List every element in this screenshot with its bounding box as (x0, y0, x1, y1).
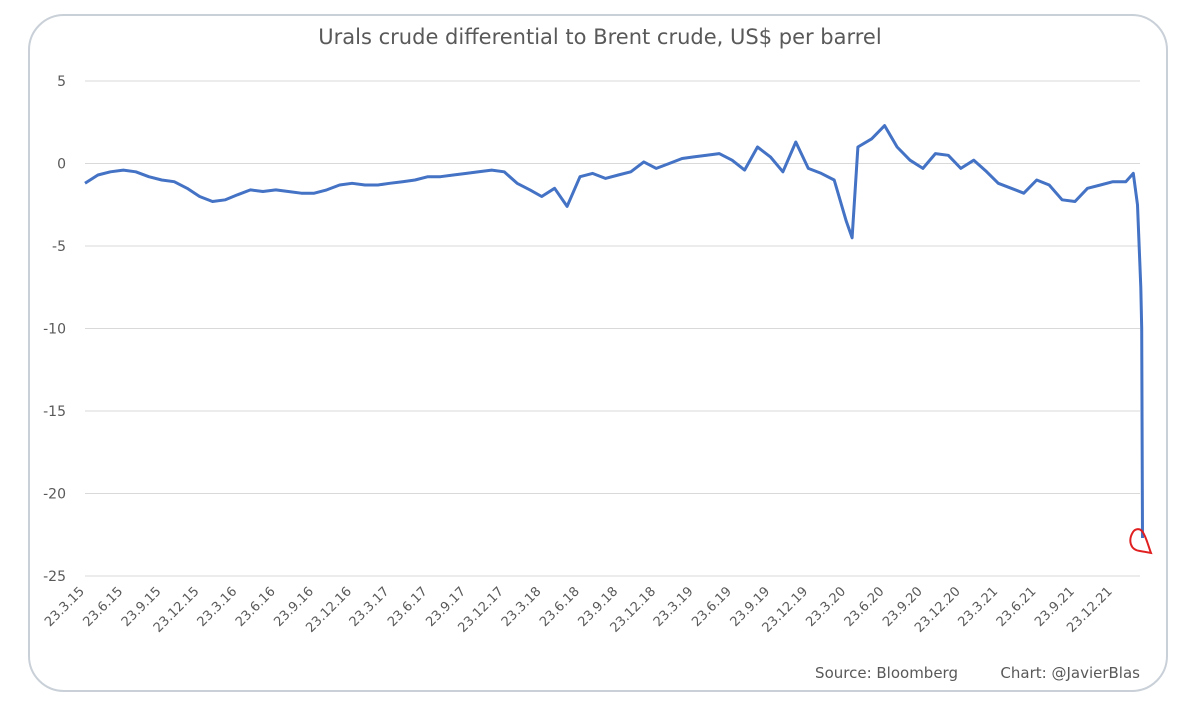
x-tick-label: 23.6.17 (385, 584, 431, 630)
y-tick-label: -5 (52, 239, 66, 255)
credit-note: Chart: @JavierBlas (1000, 664, 1140, 682)
x-tick-label: 23.3.18 (499, 584, 545, 630)
x-tick-label: 23.3.15 (42, 584, 88, 630)
x-tick-label: 23.3.20 (803, 584, 849, 630)
y-tick-label: -15 (43, 404, 66, 420)
x-tick-label: 23.3.17 (347, 584, 393, 630)
x-tick-label: 23.3.19 (651, 584, 697, 630)
y-tick-label: -25 (43, 569, 66, 585)
x-tick-label: 23.6.21 (994, 584, 1040, 630)
y-tick-label: 0 (57, 157, 66, 173)
source-note: Source: Bloomberg (815, 664, 958, 682)
x-tick-label: 23.3.16 (195, 584, 241, 630)
data-line (84, 124, 1144, 539)
x-tick-label: 23.6.20 (842, 584, 888, 630)
x-tick-label: 23.3.21 (955, 584, 1001, 630)
card-frame (28, 14, 1168, 692)
x-tick-label: 23.6.16 (233, 584, 279, 630)
x-tick-label: 23.6.19 (689, 584, 735, 630)
x-tick-label: 23.6.15 (80, 584, 126, 630)
chart-title: Urals crude differential to Brent crude,… (318, 25, 881, 49)
y-tick-label: -10 (43, 322, 66, 338)
y-tick-label: -20 (43, 487, 66, 503)
x-tick-label: 23.6.18 (537, 584, 583, 630)
y-tick-label: 5 (57, 74, 66, 90)
